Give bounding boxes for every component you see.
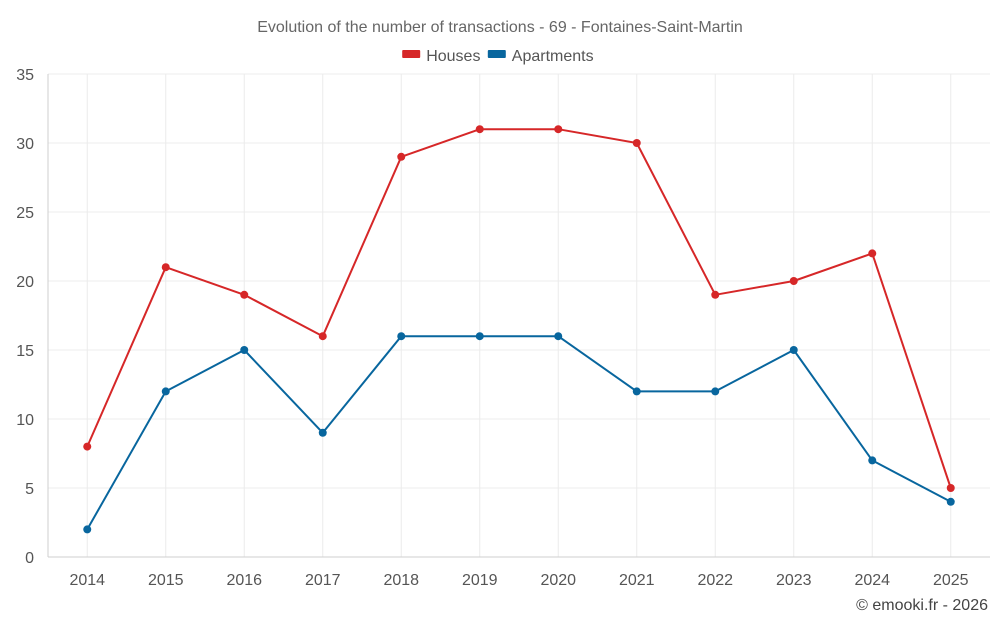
y-tick-label: 20 [16, 274, 34, 291]
data-point-apartments[interactable] [83, 525, 92, 534]
y-tick-label: 0 [25, 550, 34, 567]
series-apartments [83, 332, 955, 534]
data-point-apartments[interactable] [161, 387, 170, 396]
data-point-houses[interactable] [711, 290, 720, 299]
y-tick-label: 35 [16, 67, 34, 84]
data-point-apartments[interactable] [711, 387, 720, 396]
x-tick-label: 2022 [697, 572, 733, 589]
x-tick-label: 2015 [148, 572, 184, 589]
data-point-houses[interactable] [475, 125, 484, 134]
legend-label: Houses [426, 48, 480, 65]
x-tick-label: 2024 [854, 572, 890, 589]
credit-text: © emooki.fr - 2026 [856, 597, 988, 614]
x-tick-label: 2025 [933, 572, 969, 589]
x-tick-label: 2019 [462, 572, 498, 589]
data-point-houses[interactable] [240, 290, 249, 299]
x-tick-label: 2021 [619, 572, 655, 589]
data-point-apartments[interactable] [946, 497, 955, 506]
data-point-houses[interactable] [161, 263, 170, 272]
x-tick-label: 2017 [305, 572, 341, 589]
data-point-apartments[interactable] [868, 456, 877, 465]
legend-item-houses[interactable]: Houses [402, 48, 480, 65]
series-line-houses [86, 128, 952, 489]
grid [48, 73, 990, 557]
series-houses [83, 125, 955, 492]
x-tick-label: 2023 [776, 572, 812, 589]
y-tick-label: 10 [16, 412, 34, 429]
x-tick-label: 2014 [69, 572, 105, 589]
data-point-apartments[interactable] [632, 387, 641, 396]
data-point-apartments[interactable] [789, 346, 798, 354]
series-layer [83, 125, 955, 534]
legend-swatch [487, 50, 506, 58]
chart-title: Evolution of the number of transactions … [257, 19, 743, 36]
legend-swatch [402, 50, 421, 58]
x-tick-label: 2016 [226, 572, 262, 589]
data-point-houses[interactable] [868, 249, 877, 258]
data-point-apartments[interactable] [240, 346, 249, 354]
data-point-houses[interactable] [397, 152, 406, 161]
data-point-houses[interactable] [554, 125, 563, 134]
legend-item-apartments[interactable]: Apartments [487, 48, 594, 65]
data-point-apartments[interactable] [318, 428, 327, 437]
y-tick-label: 30 [16, 136, 34, 153]
y-tick-label: 25 [16, 205, 34, 222]
y-tick-label: 5 [25, 481, 34, 498]
data-point-houses[interactable] [632, 139, 641, 147]
data-point-houses[interactable] [83, 442, 92, 451]
data-point-houses[interactable] [789, 277, 798, 285]
x-tick-label: 2020 [540, 572, 576, 589]
data-point-apartments[interactable] [475, 332, 484, 341]
legend: Houses Apartments [402, 48, 594, 65]
data-point-houses[interactable] [946, 484, 955, 492]
legend-label: Apartments [512, 48, 594, 65]
data-point-apartments[interactable] [554, 332, 563, 341]
data-point-houses[interactable] [318, 332, 327, 341]
x-tick-label: 2018 [383, 572, 419, 589]
series-line-apartments [86, 335, 952, 530]
y-tick-label: 15 [16, 343, 34, 360]
data-point-apartments[interactable] [397, 332, 406, 341]
